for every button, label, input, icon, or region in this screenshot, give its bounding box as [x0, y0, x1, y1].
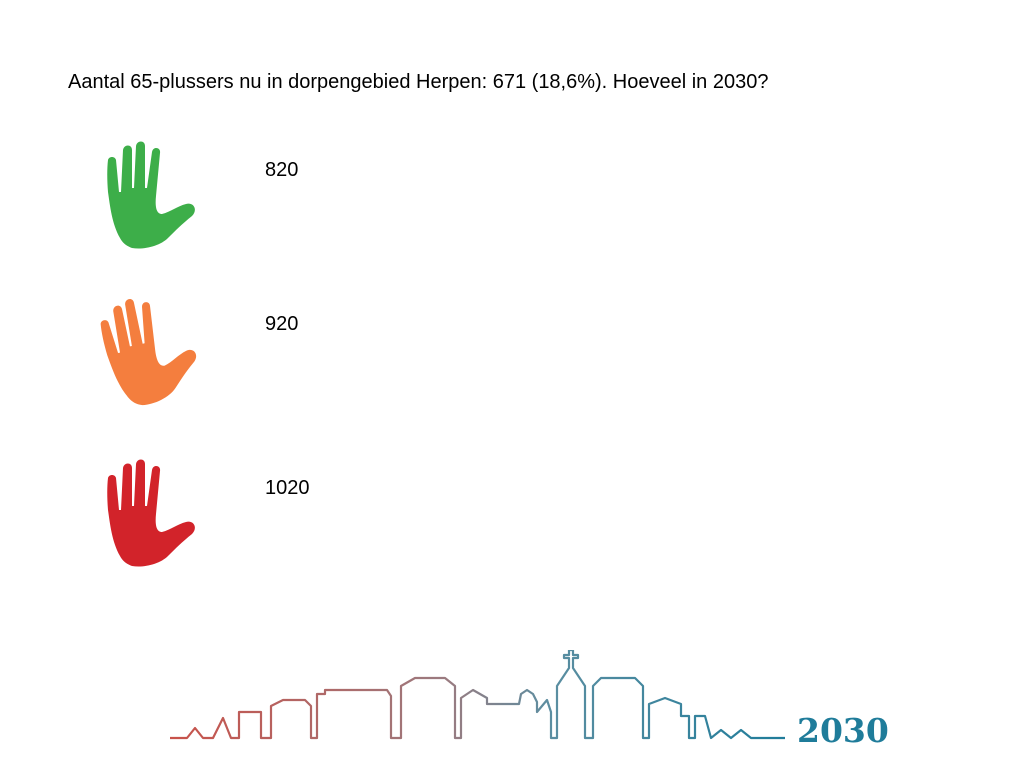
red-hand-icon [107, 459, 195, 567]
orange-hand-icon [100, 299, 197, 406]
answer-label: 1020 [265, 477, 310, 499]
answer-label: 820 [265, 159, 299, 181]
answer-option-2[interactable]: 920 [0, 294, 1023, 424]
logo-year-text: 2030 [797, 711, 889, 750]
green-hand-icon [107, 141, 195, 249]
skyline-logo: 2030 [170, 650, 889, 750]
answer-label: 920 [265, 313, 299, 335]
answer-option-1[interactable]: 820 [0, 140, 1023, 270]
question-text: Aantal 65-plussers nu in dorpengebied He… [68, 71, 769, 93]
answer-option-3[interactable]: 1020 [0, 458, 1023, 588]
